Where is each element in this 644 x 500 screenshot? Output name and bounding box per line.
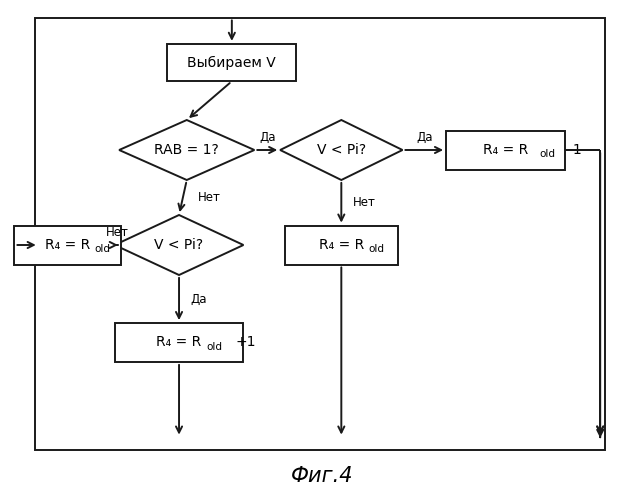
Text: Нет: Нет — [353, 196, 376, 209]
Text: old: old — [95, 244, 111, 254]
Bar — [285, 226, 397, 264]
Polygon shape — [115, 215, 243, 275]
Text: Да: Да — [259, 131, 276, 144]
Text: R₄ = R: R₄ = R — [156, 336, 202, 349]
Text: +1: +1 — [235, 336, 256, 349]
Text: Да: Да — [191, 292, 207, 306]
Text: R₄ = R: R₄ = R — [319, 238, 364, 252]
Text: V < Pi?: V < Pi? — [155, 238, 204, 252]
Text: -1: -1 — [568, 143, 582, 157]
Bar — [167, 44, 296, 81]
Text: Да: Да — [416, 131, 433, 144]
Text: Фиг.4: Фиг.4 — [290, 466, 354, 486]
Text: Нет: Нет — [106, 226, 129, 239]
Text: old: old — [539, 149, 555, 159]
Bar — [35, 18, 605, 450]
Text: Выбираем V: Выбираем V — [187, 56, 276, 70]
Text: old: old — [368, 244, 384, 254]
Bar — [14, 226, 121, 264]
Text: R₄ = R: R₄ = R — [483, 143, 528, 157]
Text: old: old — [206, 342, 222, 351]
Bar — [446, 130, 565, 170]
Polygon shape — [280, 120, 402, 180]
Text: R₄ = R: R₄ = R — [45, 238, 90, 252]
Text: RAB = 1?: RAB = 1? — [155, 143, 219, 157]
Bar — [115, 323, 243, 362]
Text: V < Pi?: V < Pi? — [317, 143, 366, 157]
Polygon shape — [119, 120, 254, 180]
Text: Нет: Нет — [198, 191, 222, 204]
